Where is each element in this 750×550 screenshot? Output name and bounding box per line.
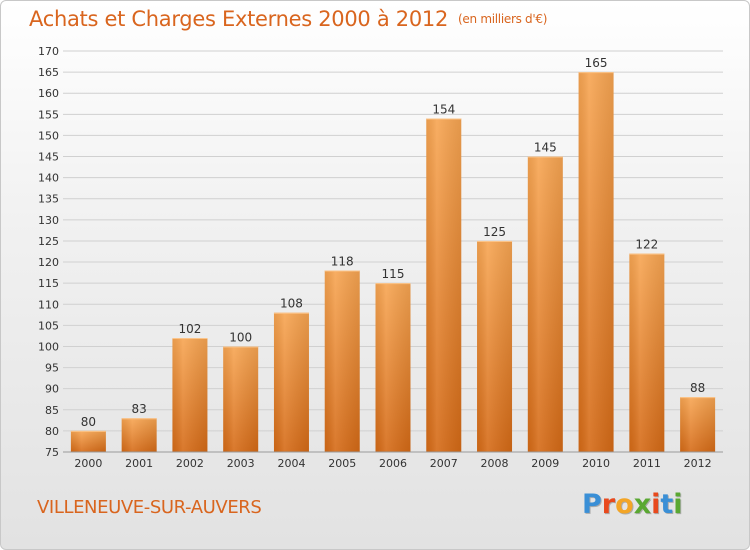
- y-tick-label: 140: [38, 172, 59, 185]
- y-tick-label: 155: [38, 108, 59, 121]
- commune-name: VILLENEUVE-SUR-AUVERS: [37, 497, 262, 518]
- logo-letter: i: [651, 489, 661, 520]
- y-tick-label: 105: [38, 319, 59, 332]
- x-tick-label: 2003: [227, 457, 255, 470]
- bar-shade: [70, 430, 106, 452]
- bar-value-label: 165: [585, 56, 608, 70]
- bar-value-label: 125: [483, 225, 506, 239]
- y-tick-label: 115: [38, 277, 59, 290]
- bar-shade: [121, 418, 157, 452]
- y-tick-label: 100: [38, 340, 59, 353]
- x-tick-label: 2011: [633, 457, 661, 470]
- bar-shade: [172, 338, 208, 452]
- x-tick-label: 2004: [277, 457, 305, 470]
- bar-value-label: 88: [690, 381, 705, 395]
- x-tick-label: 2002: [176, 457, 204, 470]
- bar-shade: [680, 397, 716, 452]
- y-tick-label: 110: [38, 298, 59, 311]
- logo-letter: t: [660, 489, 674, 520]
- y-tick-label: 170: [38, 45, 59, 58]
- x-tick-label: 2007: [430, 457, 458, 470]
- y-tick-label: 85: [45, 404, 59, 417]
- y-tick-label: 130: [38, 214, 59, 227]
- y-tick-label: 90: [45, 383, 59, 396]
- y-tick-label: 80: [45, 425, 59, 438]
- logo-letter: r: [601, 489, 616, 520]
- bar-value-label: 154: [432, 103, 455, 117]
- bar-shade: [223, 346, 259, 452]
- logo-letter: o: [615, 489, 634, 520]
- bar-value-label: 83: [132, 402, 147, 416]
- proxiti-logo: Proxiti: [582, 489, 683, 520]
- bar-shade: [578, 72, 614, 453]
- bar-value-label: 100: [229, 330, 252, 344]
- bar-shade: [477, 240, 513, 452]
- bar-value-label: 80: [81, 415, 96, 429]
- x-tick-label: 2005: [328, 457, 356, 470]
- chart-title-text: Achats et Charges Externes 2000 à 2012: [29, 7, 449, 31]
- bar-value-label: 102: [178, 322, 201, 336]
- chart-title: Achats et Charges Externes 2000 à 2012 (e…: [29, 7, 547, 31]
- bar-value-label: 115: [382, 267, 405, 281]
- bar-shade: [375, 283, 411, 452]
- bar-shade: [273, 312, 309, 452]
- y-tick-label: 160: [38, 87, 59, 100]
- bar-shade: [629, 253, 665, 452]
- x-tick-label: 2009: [531, 457, 559, 470]
- bars: 80 83 102 100 108 118 115 154 125 145 165 122 88: [70, 56, 716, 453]
- bar-value-label: 145: [534, 141, 557, 155]
- y-axis-ticks: 75 80 85 90 95 100 105 110 115 120 125 130 135 140 145…: [38, 45, 59, 459]
- x-tick-label: 2008: [481, 457, 509, 470]
- y-tick-label: 95: [45, 362, 59, 375]
- bar-value-label: 122: [635, 238, 658, 252]
- y-tick-label: 150: [38, 129, 59, 142]
- x-tick-label: 2001: [125, 457, 153, 470]
- y-tick-label: 120: [38, 256, 59, 269]
- x-tick-label: 2006: [379, 457, 407, 470]
- y-tick-label: 75: [45, 446, 59, 459]
- logo-letter: x: [633, 489, 652, 520]
- x-tick-label: 2010: [582, 457, 610, 470]
- bar-value-label: 108: [280, 297, 303, 311]
- x-axis-ticks: 2000 2001 2002 2003 2004 2005 2006 2007 2008 2009…: [63, 451, 723, 470]
- y-tick-label: 145: [38, 151, 59, 164]
- logo-letter: i: [673, 489, 683, 520]
- x-tick-label: 2012: [684, 457, 712, 470]
- y-tick-label: 165: [38, 66, 59, 79]
- y-tick-label: 135: [38, 193, 59, 206]
- chart-unit: (en milliers d'€): [458, 12, 548, 26]
- x-tick-label: 2000: [74, 457, 102, 470]
- bar-shade: [324, 270, 360, 452]
- y-tick-label: 125: [38, 235, 59, 248]
- bar-shade: [426, 118, 462, 453]
- bar-value-label: 118: [331, 254, 354, 268]
- logo-letter: P: [582, 489, 602, 520]
- bar-shade: [527, 156, 563, 453]
